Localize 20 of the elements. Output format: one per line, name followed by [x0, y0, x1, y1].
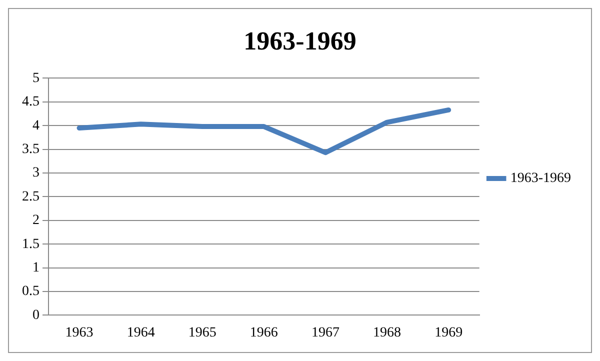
y-tick-label: 1.5: [22, 236, 40, 252]
y-tick-label: 3.5: [22, 142, 40, 157]
y-tick-label: 4: [32, 118, 40, 134]
legend-label: 1963-1969: [510, 171, 572, 186]
y-tick-label: 2.5: [22, 189, 40, 204]
y-tick-label: 2: [32, 213, 40, 228]
x-tick-label: 1969: [434, 325, 463, 340]
x-tick-label: 1968: [373, 325, 402, 340]
x-tick-label: 1963: [65, 325, 94, 340]
x-tick-label: 1966: [250, 325, 278, 340]
y-tick-label: 3: [32, 166, 40, 181]
y-tick-label: 1: [32, 260, 40, 276]
chart-title: 1963-1969: [244, 26, 356, 56]
y-tick-label: 5: [32, 70, 40, 86]
y-tick-label: 0: [32, 308, 40, 323]
x-tick-label: 1965: [188, 325, 216, 340]
x-tick-label: 1964: [126, 325, 155, 340]
y-tick-label: 0.5: [22, 284, 40, 300]
x-tick-label: 1967: [311, 325, 340, 340]
y-tick-label: 4.5: [22, 94, 40, 110]
